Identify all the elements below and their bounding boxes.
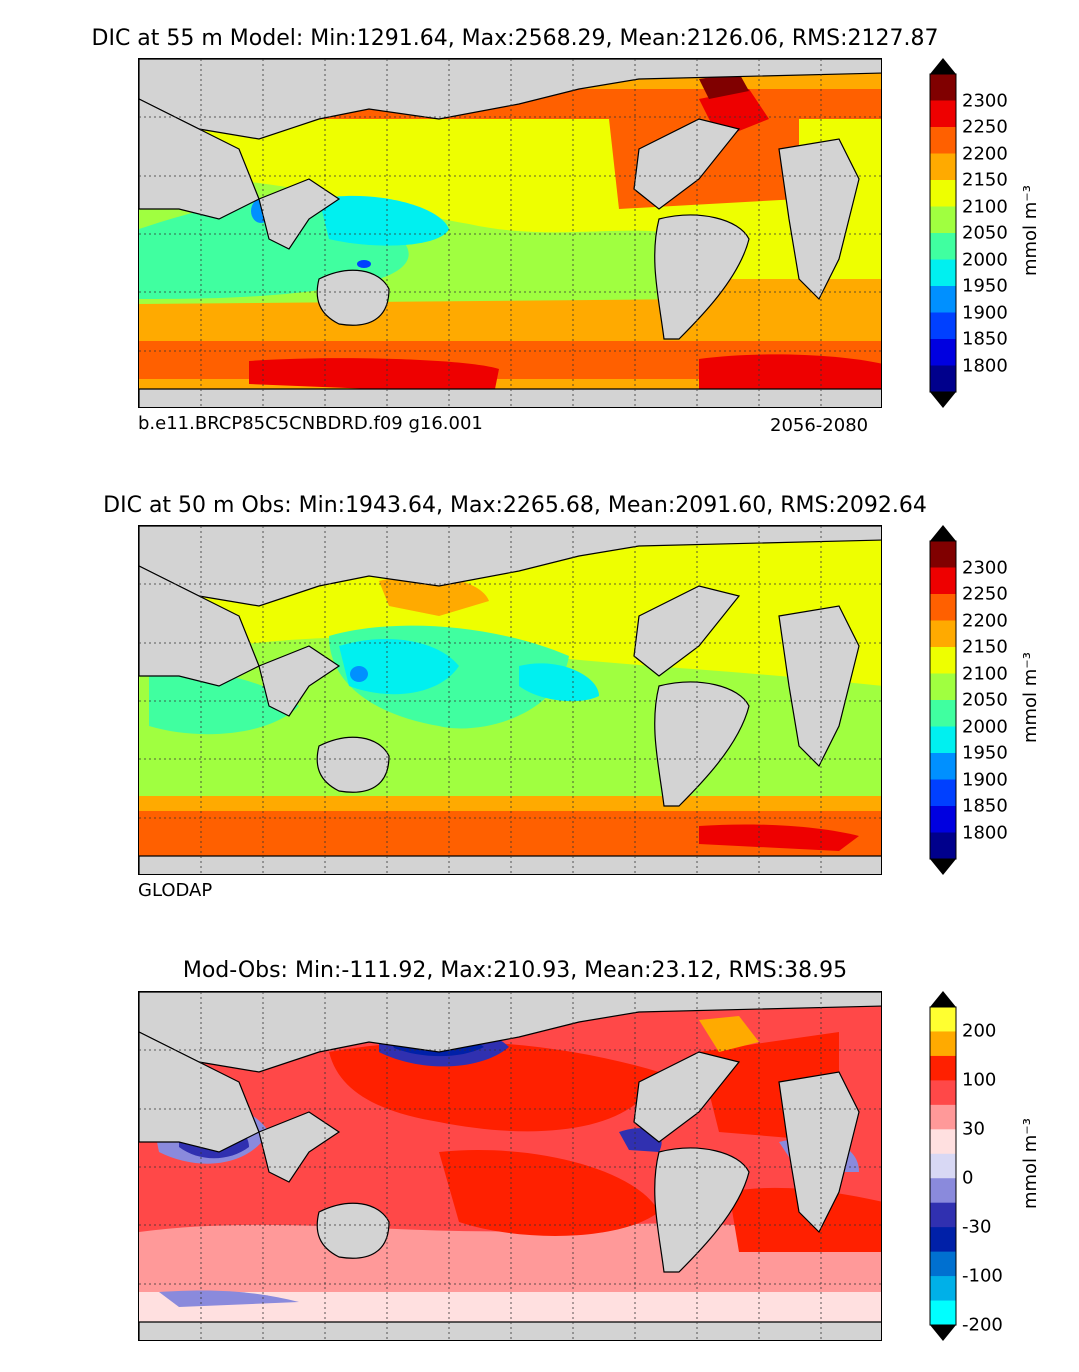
- colorbar-segment: [930, 700, 956, 727]
- panel3-map: [138, 991, 882, 1341]
- panel3-title: Mod-Obs: Min:-111.92, Max:210.93, Mean:2…: [182, 958, 848, 983]
- colorbar-segment: [930, 1276, 956, 1302]
- colorbar-segment: [930, 541, 956, 568]
- colorbar-segment: [930, 365, 956, 393]
- colorbar-tick-label: 1850: [962, 328, 1008, 350]
- panel2-source-label: GLODAP: [138, 880, 213, 901]
- colorbar-tick-label: -30: [962, 1216, 992, 1238]
- colorbar-segment: [930, 1129, 956, 1155]
- colorbar-tick-label: 2250: [962, 116, 1008, 138]
- colorbar-extend-min: [930, 392, 956, 408]
- colorbar-segment: [930, 1031, 956, 1057]
- colorbar-segment: [930, 1104, 956, 1130]
- colorbar-extend-min: [930, 1325, 956, 1341]
- colorbar-segment: [930, 1007, 956, 1032]
- colorbar-segment: [930, 339, 956, 366]
- colorbar-segment: [930, 1227, 956, 1253]
- panel1-title: DIC at 55 m Model: Min:1291.64, Max:2568…: [91, 26, 939, 51]
- colorbar-segment: [930, 312, 956, 340]
- colorbar-tick-label: 100: [962, 1069, 997, 1091]
- colorbar-segment: [930, 594, 956, 621]
- panel1-colorbar: [929, 58, 957, 408]
- colorbar-tick-label: 1800: [962, 822, 1008, 843]
- colorbar-segment: [930, 206, 956, 234]
- colorbar-segment: [930, 100, 956, 128]
- colorbar-segment: [930, 1202, 956, 1228]
- colorbar-tick-label: 2150: [962, 636, 1008, 658]
- colorbar-tick-label: 2300: [962, 557, 1008, 578]
- colorbar-segment: [930, 647, 956, 674]
- colorbar-segment: [930, 1251, 956, 1277]
- colorbar-tick-label: 2250: [962, 583, 1008, 605]
- colorbar-tick-label: 1900: [962, 769, 1008, 790]
- colorbar-segment: [930, 1300, 956, 1326]
- colorbar-tick-label: 1850: [962, 795, 1008, 817]
- colorbar-tick-label: 30: [962, 1118, 985, 1140]
- colorbar-tick-label: 1950: [962, 275, 1008, 297]
- colorbar-segment: [930, 1178, 956, 1204]
- colorbar-segment: [930, 74, 956, 101]
- colorbar-segment: [930, 1080, 956, 1106]
- colorbar-border: [929, 1006, 957, 1326]
- colorbar-tick-label: 2050: [962, 222, 1008, 244]
- colorbar-tick-label: 2200: [962, 143, 1008, 164]
- colorbar-tick-label: -200: [962, 1314, 1003, 1336]
- colorbar-segment: [930, 806, 956, 833]
- colorbar-tick-label: 2050: [962, 689, 1008, 711]
- panel2-title: DIC at 50 m Obs: Min:1943.64, Max:2265.6…: [103, 493, 927, 518]
- colorbar-segment: [930, 153, 956, 181]
- panel1-case-label: b.e11.BRCP85C5CNBDRD.f09 g16.001: [138, 413, 483, 434]
- panel1-period-label: 2056-2080: [770, 415, 869, 436]
- colorbar-extend-max: [930, 58, 956, 74]
- colorbar-tick-label: -100: [962, 1265, 1003, 1287]
- panel3-colorbar: [929, 991, 957, 1341]
- panel1-map: [138, 58, 882, 408]
- colorbar-tick-label: 2150: [962, 169, 1008, 191]
- colorbar-segment: [930, 673, 956, 701]
- colorbar-segment: [930, 567, 956, 595]
- colorbar-segment: [930, 726, 956, 754]
- colorbar-tick-label: 2000: [962, 249, 1008, 270]
- panel3-colorbar-unit: mmol m⁻³: [1020, 1117, 1042, 1210]
- colorbar-segment: [930, 286, 956, 313]
- colorbar-tick-label: 2000: [962, 716, 1008, 737]
- colorbar-segment: [930, 180, 956, 207]
- colorbar-segment: [930, 233, 956, 260]
- colorbar-tick-label: 1950: [962, 742, 1008, 764]
- colorbar-segment: [930, 753, 956, 780]
- panel2-colorbar-unit: mmol m⁻³: [1020, 651, 1042, 744]
- colorbar-tick-label: 2200: [962, 610, 1008, 631]
- colorbar-tick-label: 200: [962, 1020, 997, 1042]
- colorbar-tick-label: 2100: [962, 663, 1008, 684]
- colorbar-segment: [930, 1055, 956, 1081]
- colorbar-segment: [930, 620, 956, 648]
- colorbar-segment: [930, 779, 956, 807]
- colorbar-extend-min: [930, 859, 956, 875]
- colorbar-tick-label: 1900: [962, 302, 1008, 323]
- colorbar-tick-label: 1800: [962, 355, 1008, 376]
- colorbar-segment: [930, 127, 956, 154]
- colorbar-segment: [930, 259, 956, 287]
- colorbar-tick-label: 0: [962, 1167, 974, 1189]
- colorbar-segment: [930, 1153, 956, 1179]
- panel2-colorbar: [929, 525, 957, 875]
- panel1-colorbar-unit: mmol m⁻³: [1020, 184, 1042, 277]
- colorbar-tick-label: 2300: [962, 90, 1008, 111]
- colorbar-segment: [930, 832, 956, 860]
- colorbar-border: [929, 540, 957, 860]
- colorbar-extend-max: [930, 991, 956, 1007]
- colorbar-extend-max: [930, 525, 956, 541]
- panel2-map: [138, 525, 882, 875]
- colorbar-tick-label: 2100: [962, 196, 1008, 217]
- colorbar-border: [929, 73, 957, 393]
